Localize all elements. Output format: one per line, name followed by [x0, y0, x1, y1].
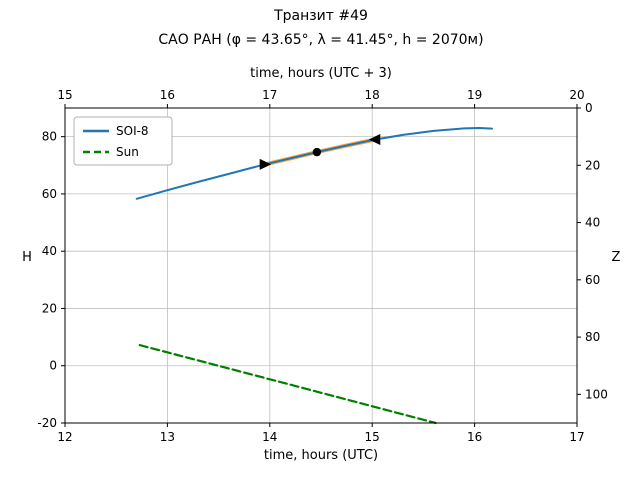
x-tick-label-top: 18 [365, 88, 380, 102]
y-tick-label-right: 20 [585, 158, 600, 172]
left-axis-label: H [22, 250, 32, 265]
y-tick-label-left: 0 [49, 359, 57, 373]
x-tick-label-top: 19 [467, 88, 482, 102]
y-tick-label-left: 80 [42, 130, 57, 144]
bottom-axis-label: time, hours (UTC) [264, 448, 378, 463]
y-tick-label-left: 60 [42, 187, 57, 201]
marker-triangle-right [259, 158, 272, 170]
plot-border [64, 107, 578, 424]
y-tick-label-left: 40 [42, 244, 57, 258]
legend-label: SOI-8 [116, 124, 149, 138]
legend-label: Sun [116, 145, 139, 159]
chart-title: Транзит #49 [273, 8, 368, 24]
chart-subtitle: САО РАН (φ = 43.65°, λ = 41.45°, h = 207… [158, 32, 483, 48]
y-tick-label-right: 40 [585, 216, 600, 230]
series-SOI-8 [135, 127, 494, 200]
x-tick-label-bottom: 14 [262, 430, 277, 444]
x-tick-label-bottom: 13 [160, 430, 175, 444]
top-axis-label: time, hours (UTC + 3) [250, 66, 392, 81]
x-tick-label-bottom: 15 [365, 430, 380, 444]
y-tick-label-right: 100 [585, 387, 608, 401]
y-tick-label-right: 80 [585, 330, 600, 344]
y-tick-label-left: -20 [37, 416, 57, 430]
y-tick-label-left: 20 [42, 301, 57, 315]
x-tick-label-top: 16 [160, 88, 175, 102]
series-Sun [138, 344, 437, 425]
marker-triangle-left [368, 134, 381, 145]
x-tick-label-bottom: 17 [569, 430, 584, 444]
x-tick-label-top: 20 [569, 88, 584, 102]
y-tick-label-right: 0 [585, 101, 593, 115]
x-tick-label-bottom: 12 [57, 430, 72, 444]
x-tick-label-bottom: 16 [467, 430, 482, 444]
x-tick-label-top: 17 [262, 88, 277, 102]
x-tick-label-top: 15 [57, 88, 72, 102]
marker-dot [312, 147, 322, 157]
y-tick-label-right: 60 [585, 273, 600, 287]
right-axis-label: Z [612, 250, 621, 265]
